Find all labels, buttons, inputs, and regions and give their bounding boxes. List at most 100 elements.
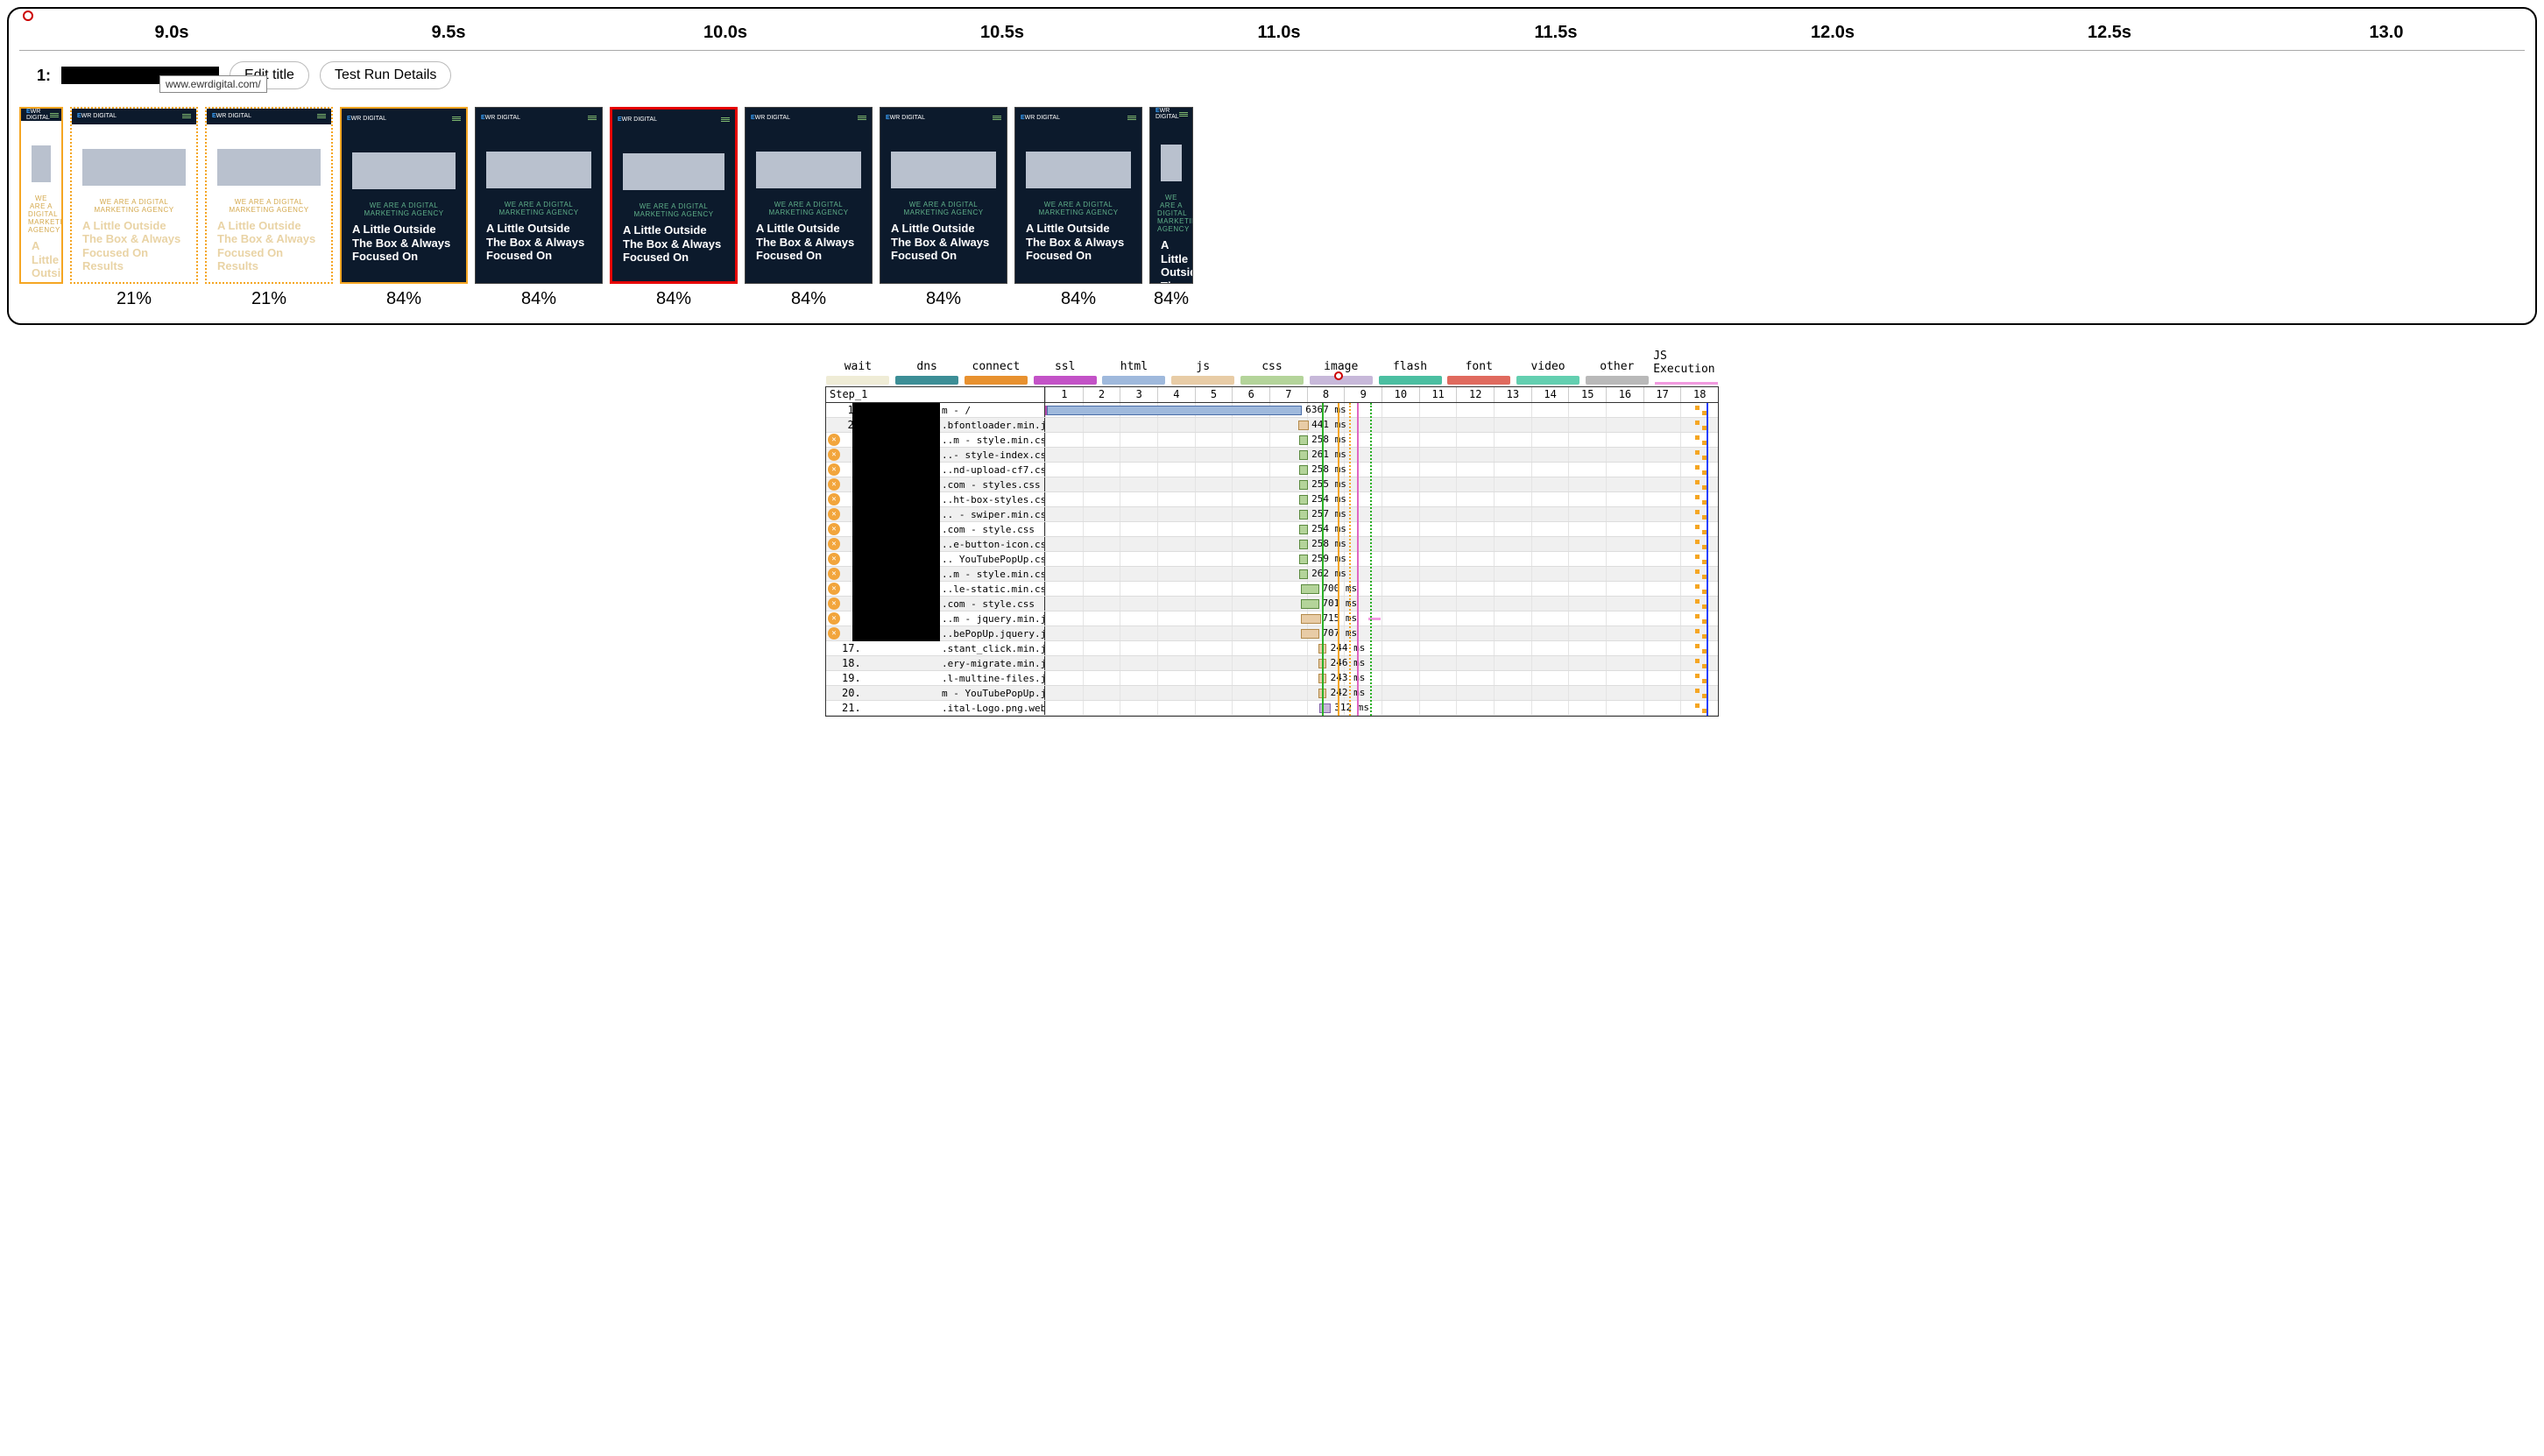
timeline-ticks: 9.0s9.5s10.0s10.5s11.0s11.5s12.0s12.5s13… [19,16,2525,51]
hamburger-icon [858,116,866,120]
waterfall-row[interactable]: 2..bfontloader.min.js441 ms [826,418,1718,433]
legend-label: JS Execution [1653,350,1719,376]
waterfall-row[interactable]: 17..stant_click.min.js244 ms [826,641,1718,656]
filmstrip-frame[interactable]: EWR DIGITALWE ARE A DIGITAL MARKETING AG… [880,107,1007,309]
timing-label: 254 ms [1311,523,1346,534]
seconds-column: 8 [1307,387,1345,402]
legend-item: flash [1377,360,1443,385]
waterfall-bar-area: 259 ms [1045,552,1718,566]
waterfall-row[interactable]: 21..ital-Logo.png.webp312 ms [826,701,1718,716]
test-run-details-button[interactable]: Test Run Details [320,61,452,89]
seconds-column: 15 [1568,387,1606,402]
legend-label: js [1196,360,1210,373]
hamburger-icon [993,116,1001,120]
waterfall-row[interactable]: ✕..ht-box-styles.css254 ms [826,492,1718,507]
waterfall-bar-area: 243 ms [1045,671,1718,685]
hero-placeholder [623,153,724,190]
waterfall-row[interactable]: ✕1..m - jquery.min.js715 ms [826,611,1718,626]
blocked-icon: ✕ [828,493,840,505]
timing-bar [1299,525,1307,534]
waterfall-row[interactable]: ✕..m - style.min.css258 ms [826,433,1718,448]
hamburger-icon [721,117,730,122]
timing-label: 243 ms [1331,672,1366,683]
timing-label: 242 ms [1331,687,1366,698]
waterfall-row[interactable]: ✕.com - style.css701 ms [826,597,1718,611]
row-number: 20. [842,687,863,699]
frame-logo: EWR DIGITAL [212,113,251,119]
waterfall-row[interactable]: 20.m - YouTubePopUp.js242 ms [826,686,1718,701]
timing-label: 258 ms [1311,434,1346,445]
waterfall-row[interactable]: 19..l-multine-files.js243 ms [826,671,1718,686]
waterfall-row[interactable]: ✕.com - style.css254 ms [826,522,1718,537]
timing-label: 715 ms [1322,612,1357,624]
legend-item: css [1240,360,1305,385]
frame-headline: A Little Outside The Box & Always Focuse… [753,222,865,263]
frame-thumbnail[interactable]: EWR DIGITALWE ARE A DIGITAL MARKETING AG… [70,107,198,284]
frame-tagline: WE ARE A DIGITAL MARKETING AGENCY [483,201,595,216]
frame-thumbnail[interactable]: EWR DIGITALWE ARE A DIGITAL MARKETING AG… [340,107,468,284]
legend-label: html [1120,360,1148,373]
waterfall-bar-area: 255 ms [1045,477,1718,491]
frame-tagline: WE ARE A DIGITAL MARKETING AGENCY [28,194,54,234]
frame-percent: 84% [656,289,691,309]
filmstrip-frame[interactable]: EWR DIGITALWE ARE A DIGITAL MARKETING AG… [1149,107,1193,309]
milestone-line [1349,403,1351,716]
timeline-tick: 12.0s [1694,23,1971,43]
legend-label: connect [972,360,1021,373]
seconds-column: 2 [1083,387,1120,402]
waterfall-row[interactable]: ✕.. - swiper.min.css257 ms [826,507,1718,522]
legend-swatch [1655,382,1718,385]
frame-thumbnail[interactable]: EWR DIGITALWE ARE A DIGITAL MARKETING AG… [1014,107,1142,284]
waterfall-row[interactable]: ✕..- style-index.css261 ms [826,448,1718,463]
filmstrip-frame[interactable]: EWR DIGITALWE ARE A DIGITAL MARKETING AG… [340,107,468,309]
waterfall-row[interactable]: 1.m - /6367 ms [826,403,1718,418]
filmstrip-frame[interactable]: EWR DIGITALWE ARE A DIGITAL MARKETING AG… [475,107,603,309]
frame-thumbnail[interactable]: EWR DIGITALWE ARE A DIGITAL MARKETING AG… [880,107,1007,284]
timing-label: 701 ms [1322,597,1357,609]
frame-thumbnail[interactable]: EWR DIGITALWE ARE A DIGITAL MARKETING AG… [475,107,603,284]
filmstrip-frame[interactable]: EWR DIGITALWE ARE A DIGITAL MARKETING AG… [610,107,738,309]
hero-placeholder [1161,145,1182,181]
waterfall-bar-area: 254 ms [1045,492,1718,506]
legend-swatch [1586,376,1649,385]
waterfall-seconds-header: 123456789101112131415161718 [1045,387,1718,402]
waterfall-row[interactable]: ✕1..le-static.min.css700 ms [826,582,1718,597]
frame-thumbnail[interactable]: EWR DIGITALWE ARE A DIGITAL MARKETING AG… [610,107,738,284]
legend-label: wait [844,360,872,373]
waterfall-row[interactable]: ✕..e-button-icon.css258 ms [826,537,1718,552]
waterfall-panel: waitdnsconnectsslhtmljscssimageflashfont… [825,350,1719,717]
filmstrip-frame[interactable]: EWR DIGITALWE ARE A DIGITAL MARKETING AG… [70,107,198,309]
waterfall-row[interactable]: ✕.com - styles.css255 ms [826,477,1718,492]
timeline-tick: 10.5s [864,23,1141,43]
legend-item: font [1446,360,1512,385]
timeline-tick: 13.0 [2248,23,2525,43]
hero-placeholder [891,152,996,188]
frame-thumbnail[interactable]: EWR DIGITALWE ARE A DIGITAL MARKETING AG… [745,107,873,284]
frame-headline: A Little Outside The Box & Always Focuse… [1022,222,1134,263]
filmstrip-frame[interactable]: EWR DIGITALWE ARE A DIGITAL MARKETING AG… [1014,107,1142,309]
frame-thumbnail[interactable]: EWR DIGITALWE ARE A DIGITAL MARKETING AG… [205,107,333,284]
waterfall-row[interactable]: ✕..m - style.min.css262 ms [826,567,1718,582]
legend-label: other [1600,360,1634,373]
timing-bar [1299,569,1307,579]
frame-thumbnail[interactable]: EWR DIGITALWE ARE A DIGITAL MARKETING AG… [1149,107,1193,284]
waterfall-row[interactable]: 18..ery-migrate.min.js246 ms [826,656,1718,671]
frame-thumbnail[interactable]: EWR DIGITALWE ARE A DIGITAL MARKETING AG… [19,107,63,284]
timing-bar [1298,421,1309,430]
waterfall-chart[interactable]: Step_1 123456789101112131415161718 1.m -… [825,386,1719,717]
filmstrip-frame[interactable]: EWR DIGITALWE ARE A DIGITAL MARKETING AG… [745,107,873,309]
frame-logo: EWR DIGITAL [886,115,925,121]
waterfall-bar-area: 258 ms [1045,433,1718,447]
waterfall-row[interactable]: ✕1.. YouTubePopUp.css259 ms [826,552,1718,567]
filmstrip-frame[interactable]: EWR DIGITALWE ARE A DIGITAL MARKETING AG… [205,107,333,309]
waterfall-row[interactable]: ✕..nd-upload-cf7.css258 ms [826,463,1718,477]
filmstrip[interactable]: EWR DIGITAL WE ARE A DIGITAL MARKETING AG… [19,107,2525,309]
filmstrip-frame[interactable]: EWR DIGITALWE ARE A DIGITAL MARKETING AG… [19,107,63,309]
waterfall-row[interactable]: ✕1..bePopUp.jquery.js707 ms [826,626,1718,641]
blocked-icon: ✕ [828,523,840,535]
milestone-line [1357,403,1359,716]
frame-tagline: WE ARE A DIGITAL MARKETING AGENCY [619,202,728,218]
frame-logo: EWR DIGITAL [751,115,790,121]
timeline-cursor[interactable] [23,11,33,21]
seconds-column: 1 [1045,387,1083,402]
